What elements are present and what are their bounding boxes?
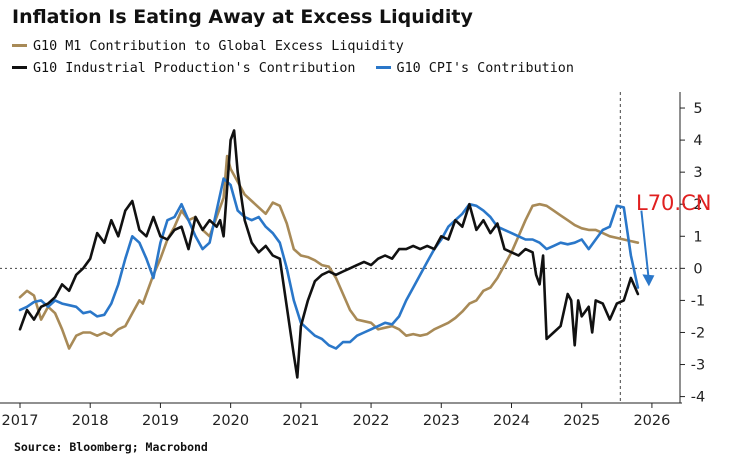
x-tick-label: 2021 <box>282 413 319 429</box>
legend-swatch-cpi <box>375 65 391 69</box>
legend-label-ip: G10 Industrial Production's Contribution <box>33 61 356 76</box>
chart-annotations <box>640 210 655 287</box>
x-tick-label: 2018 <box>72 413 109 429</box>
series-line-m1 <box>18 154 640 350</box>
legend-swatch-ip <box>12 65 27 69</box>
y-tick-label: 2 <box>693 197 702 213</box>
y-tick-label: 1 <box>693 229 702 245</box>
watermark-text: L70.CN <box>636 191 711 215</box>
x-tick-label: 2017 <box>2 413 39 429</box>
series-line-ip <box>18 129 640 379</box>
y-tick-label: -2 <box>691 325 705 341</box>
y-tick-label: 0 <box>693 261 702 277</box>
series-line-cpi <box>18 177 640 350</box>
arrow-shaft <box>640 210 650 277</box>
y-tick-label: 4 <box>693 133 702 149</box>
chart-axes: 2017 2018 2019 2020 2021 2022 2023 2024 2025 2026… <box>0 92 705 429</box>
legend: G10 M1 Contribution to Global Excess Liq… <box>12 36 586 80</box>
line-chart: 2017 2018 2019 2020 2021 2022 2023 2024 2025 2026… <box>0 92 711 429</box>
y-tick-label: -4 <box>691 390 705 406</box>
y-tick-label: 3 <box>693 165 702 181</box>
y-tick-label: 5 <box>693 101 702 117</box>
legend-label-cpi: G10 CPI's Contribution <box>396 61 574 76</box>
x-tick-label: 2020 <box>212 413 249 429</box>
x-tick-label: 2023 <box>423 413 460 429</box>
legend-item-cpi: G10 CPI's Contribution <box>375 58 574 80</box>
x-tick-label: 2026 <box>633 413 670 429</box>
x-tick-label: 2024 <box>493 413 530 429</box>
x-tick-label: 2019 <box>142 413 179 429</box>
arrow-head <box>642 274 655 287</box>
y-tick-label: -1 <box>691 293 705 309</box>
y-tick-label: -3 <box>691 358 705 374</box>
legend-item-m1: G10 M1 Contribution to Global Excess Liq… <box>12 36 404 58</box>
x-tick-label: 2022 <box>353 413 390 429</box>
x-tick-label: 2025 <box>563 413 600 429</box>
page-title: Inflation Is Eating Away at Excess Liqui… <box>12 6 473 28</box>
legend-label-m1: G10 M1 Contribution to Global Excess Liq… <box>33 39 404 54</box>
chart-series <box>18 129 640 379</box>
source-note: Source: Bloomberg; Macrobond <box>14 440 208 454</box>
legend-swatch-m1 <box>12 43 27 47</box>
legend-item-ip: G10 Industrial Production's Contribution <box>12 58 355 80</box>
